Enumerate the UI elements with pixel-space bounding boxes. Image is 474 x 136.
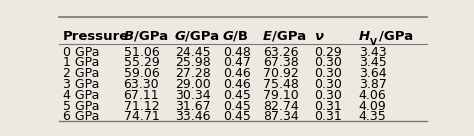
Text: 29.00: 29.00: [175, 78, 211, 91]
Text: /GPa: /GPa: [272, 30, 306, 43]
Text: Pressure: Pressure: [63, 30, 129, 43]
Text: 5 GPa: 5 GPa: [63, 100, 100, 113]
Text: /GPa: /GPa: [379, 30, 413, 43]
Text: H: H: [359, 30, 370, 43]
Text: 67.38: 67.38: [263, 56, 299, 69]
Text: /GPa: /GPa: [134, 30, 168, 43]
Text: 63.26: 63.26: [263, 46, 299, 59]
Text: 27.28: 27.28: [175, 67, 211, 80]
Text: 0.31: 0.31: [315, 100, 342, 113]
Text: /GPa: /GPa: [185, 30, 219, 43]
Text: 1 GPa: 1 GPa: [63, 56, 99, 69]
Text: 30.34: 30.34: [175, 89, 210, 102]
Text: 25.98: 25.98: [175, 56, 211, 69]
Text: 74.71: 74.71: [124, 110, 159, 123]
Text: 3.64: 3.64: [359, 67, 386, 80]
Text: 67.11: 67.11: [124, 89, 159, 102]
Text: 79.10: 79.10: [263, 89, 299, 102]
Text: 71.12: 71.12: [124, 100, 159, 113]
Text: 0.30: 0.30: [315, 56, 342, 69]
Text: ν: ν: [315, 30, 324, 43]
Text: 0.45: 0.45: [223, 110, 251, 123]
Text: 0.31: 0.31: [315, 110, 342, 123]
Text: 4 GPa: 4 GPa: [63, 89, 99, 102]
Text: 0.46: 0.46: [223, 78, 250, 91]
Text: E: E: [263, 30, 272, 43]
Text: 59.06: 59.06: [124, 67, 159, 80]
Text: B: B: [124, 30, 134, 43]
Text: 4.09: 4.09: [359, 100, 386, 113]
Text: 87.34: 87.34: [263, 110, 299, 123]
Text: G: G: [223, 30, 234, 43]
Text: 82.74: 82.74: [263, 100, 299, 113]
Text: 31.67: 31.67: [175, 100, 210, 113]
Text: 3.87: 3.87: [359, 78, 386, 91]
Text: V: V: [370, 38, 377, 47]
Text: 4.06: 4.06: [359, 89, 386, 102]
Text: 0.46: 0.46: [223, 67, 250, 80]
Text: 3.43: 3.43: [359, 46, 386, 59]
Text: /B: /B: [233, 30, 248, 43]
Text: 0.45: 0.45: [223, 89, 251, 102]
Text: 4.35: 4.35: [359, 110, 386, 123]
Text: 3.45: 3.45: [359, 56, 386, 69]
Text: 0.30: 0.30: [315, 89, 342, 102]
Text: 3 GPa: 3 GPa: [63, 78, 99, 91]
Text: 2 GPa: 2 GPa: [63, 67, 99, 80]
Text: 33.46: 33.46: [175, 110, 210, 123]
Text: 55.29: 55.29: [124, 56, 159, 69]
Text: 0.30: 0.30: [315, 78, 342, 91]
Text: 51.06: 51.06: [124, 46, 159, 59]
Text: 24.45: 24.45: [175, 46, 210, 59]
Text: 0.48: 0.48: [223, 46, 251, 59]
Text: 6 GPa: 6 GPa: [63, 110, 99, 123]
Text: 0 GPa: 0 GPa: [63, 46, 100, 59]
Text: 0.47: 0.47: [223, 56, 251, 69]
Text: 70.92: 70.92: [263, 67, 299, 80]
Text: 75.48: 75.48: [263, 78, 299, 91]
Text: 0.45: 0.45: [223, 100, 251, 113]
Text: 0.29: 0.29: [315, 46, 342, 59]
Text: 0.30: 0.30: [315, 67, 342, 80]
Text: 63.30: 63.30: [124, 78, 159, 91]
Text: G: G: [175, 30, 186, 43]
